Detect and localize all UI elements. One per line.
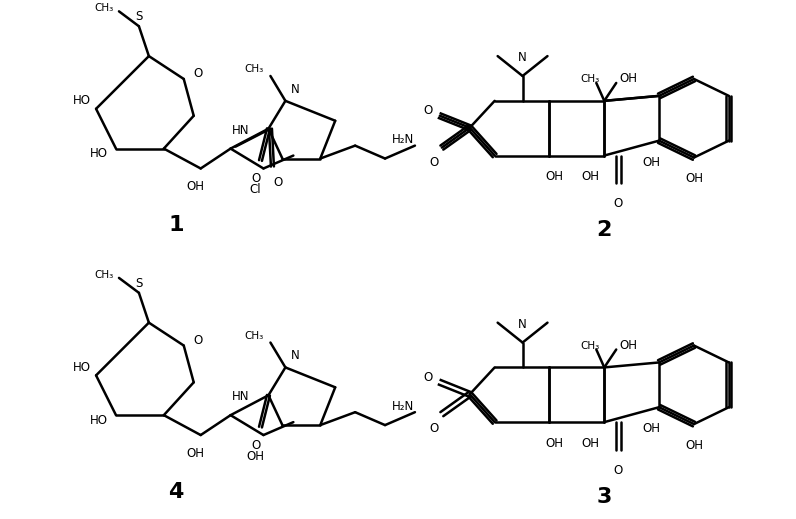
Text: OH: OH xyxy=(619,339,638,352)
Text: OH: OH xyxy=(247,450,264,463)
Text: N: N xyxy=(291,349,299,362)
Text: Cl: Cl xyxy=(250,183,261,196)
Text: HO: HO xyxy=(90,414,108,427)
Text: O: O xyxy=(614,197,622,210)
Text: O: O xyxy=(274,176,283,189)
Text: 3: 3 xyxy=(596,487,612,507)
Text: OH: OH xyxy=(685,172,703,185)
Text: O: O xyxy=(614,464,622,477)
Text: O: O xyxy=(252,439,261,452)
Text: N: N xyxy=(518,51,527,64)
Text: HO: HO xyxy=(73,94,91,107)
Text: O: O xyxy=(193,334,203,347)
Text: O: O xyxy=(429,422,439,435)
Text: OH: OH xyxy=(642,422,660,435)
Text: O: O xyxy=(429,156,439,169)
Text: 1: 1 xyxy=(168,215,184,235)
Text: O: O xyxy=(252,172,261,185)
Text: OH: OH xyxy=(187,181,205,194)
Text: H₂N: H₂N xyxy=(392,400,414,413)
Text: O: O xyxy=(193,67,203,80)
Text: CH₃: CH₃ xyxy=(580,340,599,350)
Text: S: S xyxy=(135,10,142,23)
Text: CH₃: CH₃ xyxy=(95,3,114,13)
Text: 4: 4 xyxy=(168,482,183,502)
Text: OH: OH xyxy=(581,170,599,184)
Text: OH: OH xyxy=(619,73,638,86)
Text: HN: HN xyxy=(232,124,249,136)
Text: O: O xyxy=(423,104,432,117)
Text: CH₃: CH₃ xyxy=(580,74,599,84)
Text: 2: 2 xyxy=(596,220,612,240)
Text: OH: OH xyxy=(581,437,599,450)
Text: OH: OH xyxy=(642,156,660,169)
Text: N: N xyxy=(291,83,299,96)
Text: OH: OH xyxy=(545,437,564,450)
Text: HN: HN xyxy=(232,390,249,403)
Text: H₂N: H₂N xyxy=(392,133,414,146)
Text: OH: OH xyxy=(545,170,564,184)
Text: CH₃: CH₃ xyxy=(244,331,263,340)
Text: OH: OH xyxy=(187,447,205,460)
Text: N: N xyxy=(518,318,527,331)
Text: S: S xyxy=(135,277,142,290)
Text: OH: OH xyxy=(685,439,703,452)
Text: CH₃: CH₃ xyxy=(95,270,114,280)
Text: HO: HO xyxy=(90,147,108,160)
Text: HO: HO xyxy=(73,361,91,374)
Text: O: O xyxy=(423,371,432,384)
Text: CH₃: CH₃ xyxy=(244,64,263,74)
